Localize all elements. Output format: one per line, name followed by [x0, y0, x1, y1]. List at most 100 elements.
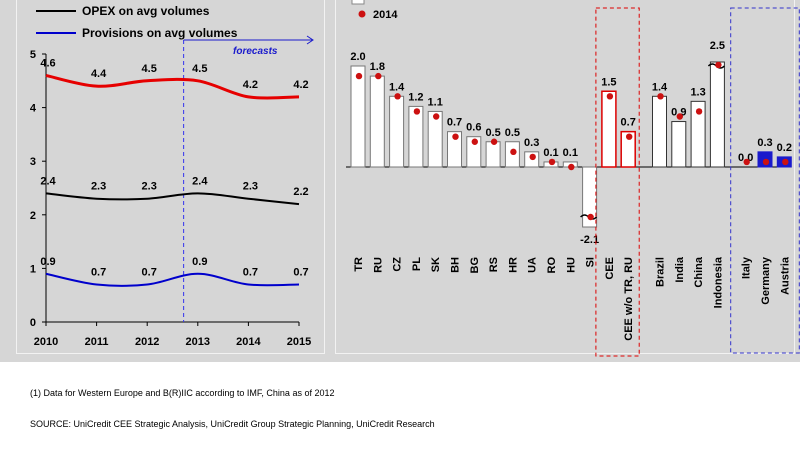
- legend-marker: [358, 10, 366, 18]
- marker-2014: [743, 158, 750, 166]
- y-tick-label: 1: [30, 263, 36, 275]
- category-label: PL: [411, 257, 423, 271]
- data-label: 0.7: [243, 266, 258, 278]
- category-label: HR: [507, 257, 519, 273]
- data-label: 4.4: [91, 68, 107, 80]
- category-label: RO: [546, 257, 558, 274]
- bar: [620, 130, 636, 168]
- source-note: SOURCE: UniCredit CEE Strategic Analysis…: [30, 419, 435, 429]
- legend-label: Provisions on avg volumes: [82, 26, 238, 40]
- forecast-label: forecasts: [233, 46, 278, 57]
- category-label: Germany: [760, 256, 772, 305]
- bar: [652, 95, 667, 168]
- marker-2014: [471, 138, 478, 145]
- series-line-1: [45, 73, 300, 100]
- marker-2014: [433, 113, 440, 120]
- bar: [466, 136, 482, 168]
- legend-label: OPEX on avg volumes: [82, 4, 210, 18]
- cee-group-box: [595, 7, 640, 357]
- marker-2014: [568, 163, 575, 171]
- marker-2014: [657, 93, 664, 100]
- bar: [601, 90, 617, 168]
- marker-2014: [715, 61, 722, 69]
- bar: [709, 61, 725, 168]
- x-tick-label: 2014: [236, 336, 261, 348]
- data-label: 0.5: [485, 127, 500, 139]
- category-label: RU: [372, 257, 384, 273]
- marker-2014: [413, 108, 421, 115]
- data-label: 1.4: [389, 81, 405, 93]
- bar: [485, 141, 501, 168]
- x-tick-label: 2011: [85, 336, 109, 348]
- data-label: 2.2: [293, 186, 308, 198]
- bar: [447, 131, 462, 168]
- western-group-box: [730, 7, 800, 354]
- data-label: 0.3: [757, 137, 772, 149]
- marker-2014: [490, 138, 498, 145]
- series-line-3: [45, 272, 300, 287]
- category-label: BG: [469, 257, 481, 274]
- data-label: 2.3: [91, 181, 106, 193]
- left-chart-panel: [16, 0, 325, 354]
- marker-2014: [782, 158, 789, 166]
- y-tick-label: 5: [30, 49, 36, 61]
- marker-2014: [529, 153, 536, 161]
- data-label: 0.7: [91, 266, 106, 278]
- legend-swatch: [351, 0, 365, 5]
- data-label: 1.8: [370, 61, 385, 73]
- x-tick-label: 2012: [135, 336, 159, 348]
- category-label: CZ: [392, 257, 404, 272]
- x-tick-label: 2010: [34, 336, 58, 348]
- data-label: 0.7: [293, 266, 308, 278]
- category-label: CEE: [604, 257, 616, 280]
- data-label: 1.2: [408, 91, 423, 103]
- data-label: 2.4: [40, 175, 56, 187]
- data-label: 0.7: [621, 117, 636, 129]
- y-tick-label: 3: [30, 156, 36, 168]
- x-tick-label: 2015: [287, 336, 311, 348]
- data-label: 0.9: [40, 256, 55, 268]
- data-label: 4.6: [40, 57, 55, 69]
- y-tick-label: 0: [30, 317, 36, 329]
- marker-2014: [626, 133, 633, 140]
- y-tick-label: 2: [30, 210, 36, 222]
- category-label: SI: [585, 257, 597, 267]
- marker-2014: [762, 158, 770, 166]
- marker-2014: [394, 93, 401, 100]
- data-label: -2.1: [580, 234, 599, 246]
- marker-2014: [452, 133, 459, 140]
- category-label: SK: [430, 257, 442, 272]
- category-label: Brazil: [655, 257, 667, 287]
- data-label: 1.1: [428, 96, 443, 108]
- data-label: 4.2: [243, 79, 258, 91]
- category-label: Italy: [741, 256, 753, 279]
- category-label: Indonesia: [712, 256, 724, 308]
- data-label: 2.3: [142, 181, 157, 193]
- bar: [350, 65, 366, 168]
- data-label: 0.9: [192, 256, 207, 268]
- data-label: 2.3: [243, 181, 258, 193]
- forecast-arrowhead: [306, 35, 314, 45]
- data-label: 1.5: [601, 76, 616, 88]
- data-label: 0.2: [777, 142, 792, 154]
- category-label: BH: [450, 257, 462, 273]
- data-label: 2.4: [192, 175, 208, 187]
- data-label: 0.1: [563, 147, 578, 159]
- bar: [582, 166, 598, 228]
- data-label: 0.5: [505, 127, 520, 139]
- data-label: 1.4: [652, 81, 668, 93]
- marker-2014: [548, 158, 556, 166]
- data-label: 0.1: [543, 147, 558, 159]
- right-chart-panel: [335, 0, 795, 354]
- data-label: 2.0: [350, 51, 365, 63]
- data-label: 1.3: [690, 86, 705, 98]
- marker-2014: [510, 148, 517, 156]
- footnote: (1) Data for Western Europe and B(R)IIC …: [30, 388, 335, 398]
- y-tick-label: 4: [30, 103, 37, 115]
- bar: [671, 121, 687, 168]
- bar: [427, 110, 443, 168]
- marker-2014: [355, 72, 363, 80]
- bar: [690, 100, 706, 168]
- x-tick-label: 2013: [186, 336, 210, 348]
